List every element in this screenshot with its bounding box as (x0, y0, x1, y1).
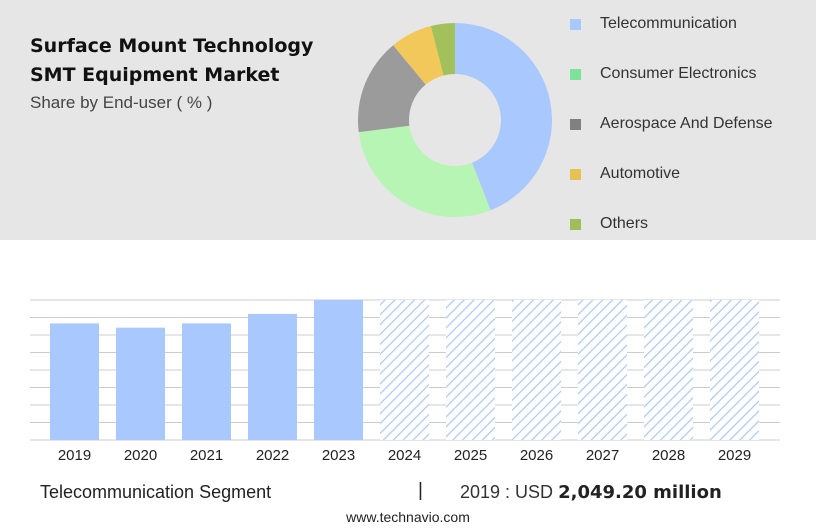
x-tick-label: 2020 (124, 447, 157, 464)
footer-segment-label: Telecommunication Segment (40, 482, 272, 502)
legend-swatch (570, 118, 581, 130)
donut-slice-consumer-electronics (358, 125, 491, 217)
donut-slice-telecommunication (455, 23, 552, 211)
legend-swatch (570, 18, 581, 30)
donut-slice-others (430, 23, 455, 76)
x-tick-label: 2026 (520, 447, 553, 464)
legend-item: Telecommunication (570, 12, 810, 36)
bar-chart: 2019 2020 2021 2022 2023 2024 2025 2026 2027 2028… (30, 299, 780, 464)
bar-2021 (182, 323, 231, 440)
footer-website: www.technavio.com (346, 509, 470, 525)
x-tick-label: 2028 (652, 447, 685, 464)
legend-label: Others (600, 215, 649, 232)
forecast-bar-2028 (644, 300, 693, 440)
forecast-bar-2025 (446, 300, 495, 440)
legend-label: Automotive (600, 165, 681, 182)
x-tick-label: 2025 (454, 447, 487, 464)
bar-2019 (50, 323, 99, 440)
bar-2020 (116, 327, 165, 440)
bar-2023 (314, 300, 363, 440)
x-tick-label: 2023 (322, 447, 355, 464)
legend-swatch (570, 218, 581, 230)
x-tick-label: 2027 (586, 447, 619, 464)
forecast-bar-2024 (380, 300, 429, 440)
forecast-bar-2029 (710, 300, 759, 440)
footer-value: 2019 : USD 2,049.20 million (460, 482, 722, 503)
legend-label: Telecommunication (600, 15, 737, 32)
x-tick-label: 2029 (718, 447, 751, 464)
x-tick-label: 2022 (256, 447, 289, 464)
x-tick-label: 2024 (388, 447, 421, 464)
donut-chart (358, 23, 552, 217)
legend-label: Consumer Electronics (600, 65, 757, 82)
legend-label: Aerospace And Defense (600, 115, 773, 132)
donut-slice-aerospace-and-defense (358, 45, 426, 133)
forecast-bar-2026 (512, 300, 561, 440)
chart-subtitle: Share by End-user ( % ) (30, 93, 213, 112)
legend-item: Consumer Electronics (570, 62, 810, 86)
footer-year-label: 2019 : USD (460, 482, 554, 502)
footer-amount: 2,049.20 million (558, 482, 722, 503)
legend-item: Others (570, 212, 810, 236)
bar-2022 (248, 313, 297, 440)
footer-separator: | (418, 480, 423, 501)
donut-slice-automotive (393, 26, 444, 85)
forecast-bar-2027 (578, 300, 627, 440)
legend-item: Aerospace And Defense (570, 112, 810, 136)
legend-swatch (570, 68, 581, 80)
x-tick-label: 2019 (58, 447, 91, 464)
chart-title: Surface Mount Technology SMT Equipment M… (30, 35, 314, 86)
legend-item: Automotive (570, 162, 810, 186)
legend-swatch (570, 168, 581, 180)
x-tick-label: 2021 (190, 447, 223, 464)
